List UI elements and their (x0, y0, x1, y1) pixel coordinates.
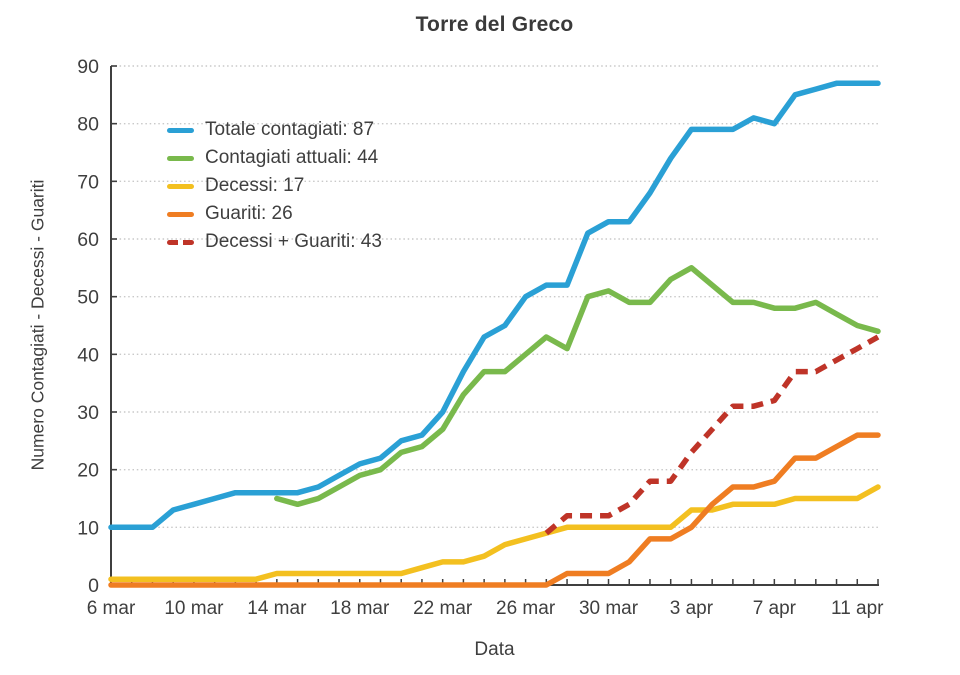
x-tick-label-3-apr: 3 apr (670, 598, 714, 619)
y-axis-title: Numero Contagiati - Decessi - Guariti (27, 179, 48, 471)
chart-legend: Totale contagiati: 87 Contagiati attuali… (167, 116, 382, 256)
legend-label-contagiati-attuali: Contagiati attuali: 44 (205, 147, 379, 168)
y-tick-label-70: 70 (77, 171, 99, 193)
legend-label-decessi-guariti: Decessi + Guariti: 43 (205, 231, 382, 252)
legend-marker-guariti-icon (167, 211, 194, 217)
legend-row-guariti: Guariti: 26 (167, 200, 382, 228)
legend-marker-contagiati-attuali-icon (167, 155, 194, 161)
x-tick-label-30-mar: 30 mar (579, 598, 639, 619)
x-tick-label-10-mar: 10 mar (164, 598, 224, 619)
x-tick-label-22-mar: 22 mar (413, 598, 473, 619)
x-axis-title: Data (474, 639, 515, 660)
legend-label-guariti: Guariti: 26 (205, 203, 293, 224)
legend-label-decessi: Decessi: 17 (205, 175, 305, 196)
legend-label-totale-contagiati: Totale contagiati: 87 (205, 119, 375, 140)
x-tick-label-14-mar: 14 mar (247, 598, 307, 619)
y-tick-label-50: 50 (77, 287, 99, 309)
y-tick-label-90: 90 (77, 56, 99, 78)
legend-marker-decessi-guariti-icon (167, 239, 194, 245)
legend-row-decessi: Decessi: 17 (167, 172, 382, 200)
series-line-totale-contagiati (108, 80, 881, 531)
y-tick-label-60: 60 (77, 229, 99, 251)
x-tick-label-6-mar: 6 mar (87, 598, 136, 619)
y-tick-label-80: 80 (77, 114, 99, 136)
y-tick-label-20: 20 (77, 460, 99, 482)
legend-row-contagiati-attuali: Contagiati attuali: 44 (167, 144, 382, 172)
series-line-decessi (108, 484, 881, 582)
y-tick-label-40: 40 (77, 344, 99, 366)
x-tick-label-7-apr: 7 apr (753, 598, 797, 619)
series-line-decessi-guariti (544, 334, 880, 536)
y-tick-label-30: 30 (77, 402, 99, 424)
x-tick-label-11-apr: 11 apr (831, 598, 884, 619)
series-line-guariti (108, 432, 881, 588)
legend-row-totale-contagiati: Totale contagiati: 87 (167, 116, 382, 144)
x-tick-label-26-mar: 26 mar (496, 598, 556, 619)
y-tick-label-0: 0 (88, 575, 99, 597)
legend-marker-decessi-icon (167, 183, 194, 189)
x-tick-label-18-mar: 18 mar (330, 598, 390, 619)
legend-marker-totale-contagiati-icon (167, 127, 194, 133)
series-line-contagiati-attuali (274, 265, 881, 508)
y-tick-label-10: 10 (77, 517, 99, 539)
chart-title: Torre del Greco (415, 13, 574, 36)
legend-row-decessi-guariti: Decessi + Guariti: 43 (167, 228, 382, 256)
